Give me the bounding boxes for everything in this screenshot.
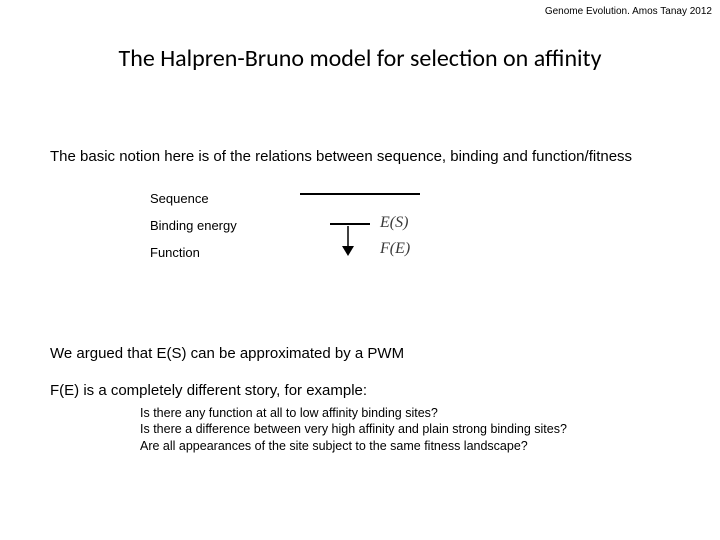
arrow-head <box>342 246 354 256</box>
label-column: Sequence Binding energy Function <box>150 192 237 273</box>
equation-fe: F(E) <box>380 240 410 258</box>
diagram: E(S) F(E) <box>300 184 500 274</box>
question-3: Are all appearances of the site subject … <box>140 438 567 455</box>
label-sequence: Sequence <box>150 192 237 205</box>
body-line-1: We argued that E(S) can be approximated … <box>50 342 567 365</box>
slide-title: The Halpren-Bruno model for selection on… <box>0 44 720 73</box>
slide: Genome Evolution. Amos Tanay 2012 The Ha… <box>0 0 720 540</box>
body-questions: Is there any function at all to low affi… <box>140 405 567 456</box>
question-2: Is there a difference between very high … <box>140 421 567 438</box>
body-line-2: F(E) is a completely different story, fo… <box>50 379 567 402</box>
equation-es: E(S) <box>380 214 408 232</box>
intro-text: The basic notion here is of the relation… <box>50 148 632 165</box>
spacer <box>50 365 567 379</box>
body-text: We argued that E(S) can be approximated … <box>50 342 567 455</box>
label-function: Function <box>150 246 237 259</box>
label-binding: Binding energy <box>150 219 237 232</box>
question-1: Is there any function at all to low affi… <box>140 405 567 422</box>
course-header: Genome Evolution. Amos Tanay 2012 <box>545 6 712 17</box>
